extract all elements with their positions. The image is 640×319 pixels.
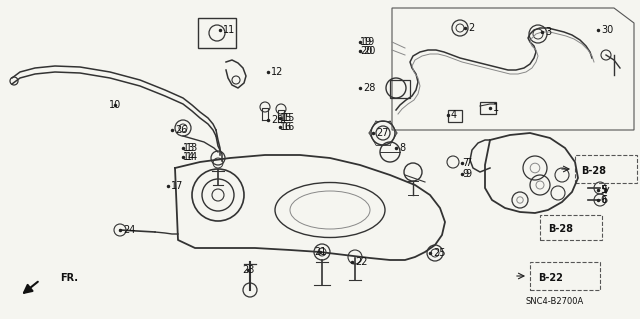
- Text: 19: 19: [360, 37, 372, 47]
- Text: 15: 15: [280, 113, 292, 123]
- Text: FR.: FR.: [60, 273, 78, 283]
- Text: 17: 17: [171, 181, 184, 191]
- Text: 7: 7: [462, 158, 468, 168]
- Text: 5: 5: [601, 185, 607, 195]
- Text: 13: 13: [186, 143, 198, 153]
- Text: 21: 21: [314, 247, 326, 257]
- Text: 14: 14: [186, 152, 198, 162]
- Text: 20: 20: [363, 46, 376, 56]
- Text: 5: 5: [600, 185, 606, 195]
- Text: 9: 9: [462, 169, 468, 179]
- Text: 7: 7: [465, 158, 471, 168]
- Text: 15: 15: [283, 113, 296, 123]
- Bar: [448, 110, 462, 122]
- Bar: [480, 102, 496, 114]
- Text: 25: 25: [433, 248, 445, 258]
- Text: 11: 11: [223, 25, 236, 35]
- Text: B-28: B-28: [581, 166, 606, 176]
- Text: 1: 1: [493, 103, 499, 113]
- Bar: [575, 155, 637, 183]
- Text: 16: 16: [280, 122, 292, 132]
- Text: B-22: B-22: [538, 273, 563, 283]
- Text: 22: 22: [355, 257, 367, 267]
- Text: 14: 14: [183, 152, 195, 162]
- Text: 20: 20: [360, 46, 372, 56]
- Bar: [530, 262, 600, 290]
- Text: 26: 26: [175, 125, 188, 135]
- Text: 19: 19: [363, 37, 375, 47]
- Text: 6: 6: [601, 195, 607, 205]
- Text: 29: 29: [271, 115, 284, 125]
- Text: 8: 8: [399, 143, 405, 153]
- Text: 6: 6: [600, 195, 606, 205]
- Text: 4: 4: [451, 110, 457, 120]
- Bar: [540, 215, 602, 240]
- Bar: [390, 80, 410, 98]
- Text: 9: 9: [465, 169, 471, 179]
- Bar: [198, 18, 236, 48]
- Text: 23: 23: [242, 265, 254, 275]
- Text: 10: 10: [109, 100, 121, 110]
- Text: 27: 27: [376, 128, 388, 138]
- Text: 3: 3: [545, 27, 551, 37]
- Text: SNC4-B2700A: SNC4-B2700A: [526, 298, 584, 307]
- Text: 16: 16: [283, 122, 295, 132]
- Text: 30: 30: [601, 25, 613, 35]
- Text: 13: 13: [183, 143, 195, 153]
- Text: B-28: B-28: [548, 224, 573, 234]
- Text: 24: 24: [123, 225, 136, 235]
- Text: 2: 2: [468, 23, 474, 33]
- Text: 28: 28: [363, 83, 376, 93]
- Text: 12: 12: [271, 67, 284, 77]
